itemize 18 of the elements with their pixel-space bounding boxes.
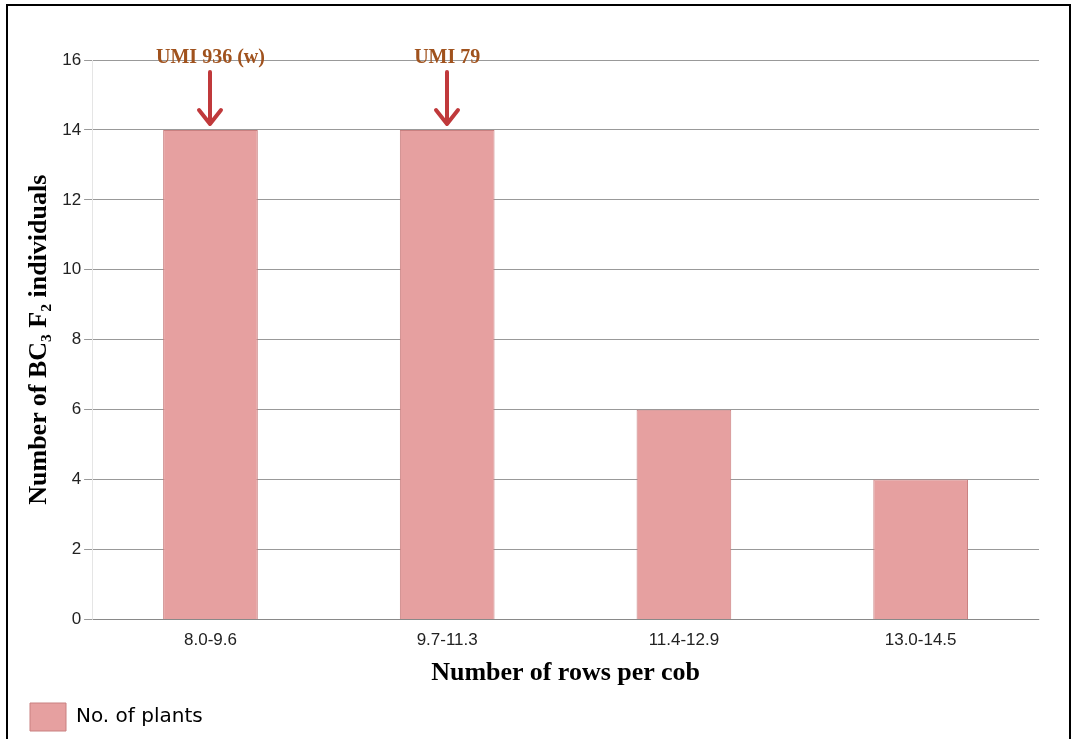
x-tick-label: 13.0-14.5 <box>884 630 957 650</box>
annotation: UMI 936 (w) <box>156 45 265 69</box>
y-tick-label: 8 <box>71 329 82 349</box>
y-tick-label: 0 <box>71 609 82 629</box>
y-tick-label: 6 <box>71 399 82 419</box>
y-tick-label: 16 <box>62 49 82 69</box>
annotation: UMI 79 <box>414 45 481 68</box>
y-tick-label: 12 <box>62 189 82 209</box>
y-tick-label: 2 <box>71 539 82 559</box>
x-tick-label: 8.0-9.6 <box>184 630 237 650</box>
x-tick-label: 11.4-12.9 <box>648 630 720 650</box>
y-tick-label: 14 <box>62 119 82 139</box>
y-tick-label: 10 <box>62 259 82 279</box>
x-axis-title: Number of rows per cob <box>431 657 700 687</box>
y-tick-label: 4 <box>71 469 82 489</box>
legend-label: No. of plants <box>76 703 203 728</box>
x-tick-label: 9.7-11.3 <box>416 630 478 650</box>
y-axis-title: Number of BC₃ F₂ individuals <box>23 174 53 505</box>
